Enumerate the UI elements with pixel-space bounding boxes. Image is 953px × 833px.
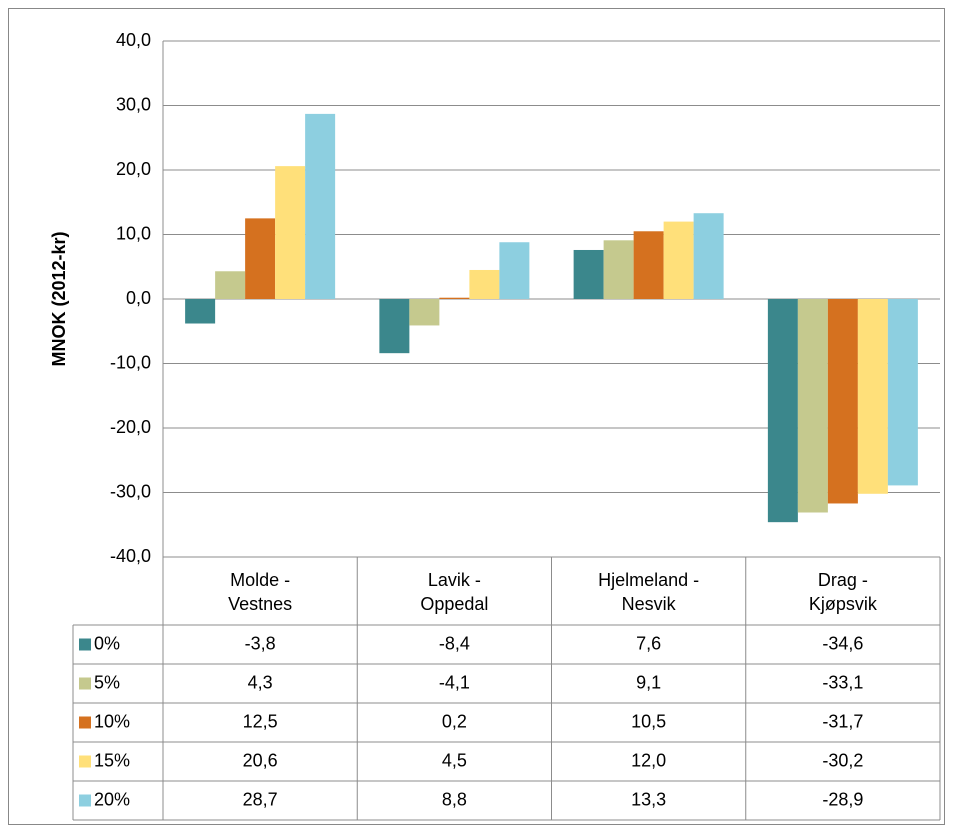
legend-swatch [79, 794, 91, 807]
table-value: -4,1 [439, 672, 470, 692]
bar [245, 218, 276, 299]
legend-label: 5% [94, 672, 120, 692]
legend-label: 10% [94, 711, 130, 731]
bar [693, 213, 724, 299]
legend-swatch [79, 677, 91, 690]
table-value: 20,6 [243, 750, 278, 770]
table-value: -3,8 [245, 633, 276, 653]
y-tick-label: 0,0 [126, 288, 151, 308]
bar [469, 269, 500, 299]
bar [409, 299, 440, 326]
y-tick-label: 10,0 [116, 223, 151, 243]
x-tick-label: Lavik - Oppedal [420, 570, 489, 614]
table-value: 4,5 [442, 750, 467, 770]
table-value: 13,3 [631, 789, 666, 809]
legend-label: 0% [94, 633, 120, 653]
table-value: 8,8 [442, 789, 467, 809]
y-axis-label: MNOK (2012-kr) [49, 231, 69, 366]
bar [305, 113, 336, 299]
bar [379, 299, 410, 354]
bar [767, 299, 798, 523]
bar [887, 299, 918, 486]
y-tick-label: 30,0 [116, 94, 151, 114]
y-tick-label: -10,0 [110, 352, 151, 372]
bar [663, 221, 694, 299]
y-tick-label: -30,0 [110, 481, 151, 501]
table-value: -28,9 [822, 789, 863, 809]
bar [439, 297, 470, 299]
y-tick-label: 20,0 [116, 159, 151, 179]
table-value: -34,6 [822, 633, 863, 653]
legend-swatch [79, 638, 91, 651]
legend-label: 20% [94, 789, 130, 809]
legend-swatch [79, 716, 91, 729]
x-tick-label: Hjelmeland - Nesvik [598, 570, 700, 614]
table-value: -30,2 [822, 750, 863, 770]
bar [573, 249, 604, 299]
table-value: 28,7 [243, 789, 278, 809]
bar [797, 299, 828, 513]
table-value: 7,6 [636, 633, 661, 653]
bar [185, 299, 216, 324]
table-value: -8,4 [439, 633, 470, 653]
y-tick-label: 40,0 [116, 30, 151, 50]
bar [499, 242, 530, 299]
y-tick-label: -20,0 [110, 417, 151, 437]
y-tick-label: -40,0 [110, 546, 151, 566]
bar [603, 240, 634, 299]
bar [215, 271, 246, 299]
bar [633, 231, 664, 299]
table-value: 4,3 [248, 672, 273, 692]
table-value: 0,2 [442, 711, 467, 731]
legend-swatch [79, 755, 91, 768]
table-value: -31,7 [822, 711, 863, 731]
legend-label: 15% [94, 750, 130, 770]
table-value: 12,5 [243, 711, 278, 731]
bar [275, 166, 306, 299]
table-value: -33,1 [822, 672, 863, 692]
table-value: 12,0 [631, 750, 666, 770]
x-tick-label: Drag - Kjøpsvik [808, 570, 877, 614]
bar [857, 299, 888, 494]
table-value: 9,1 [636, 672, 661, 692]
bar [827, 299, 858, 504]
table-value: 10,5 [631, 711, 666, 731]
x-tick-label: Molde - Vestnes [228, 570, 293, 614]
